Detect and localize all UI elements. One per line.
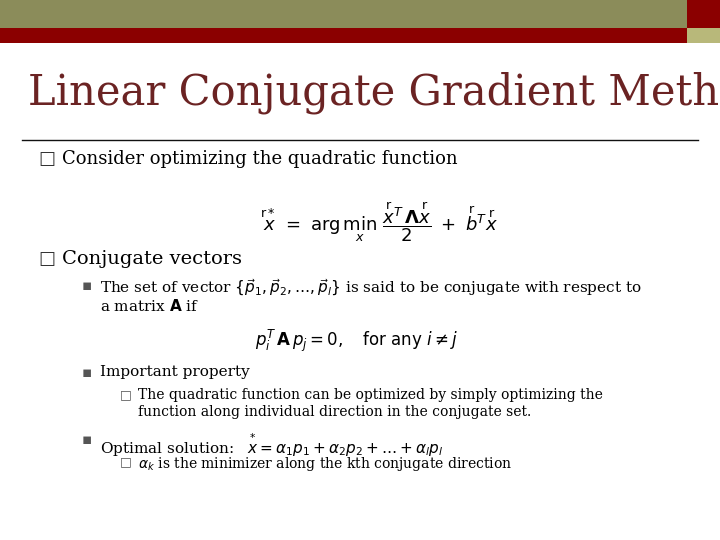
Text: a matrix $\mathbf{A}$ if: a matrix $\mathbf{A}$ if: [100, 298, 199, 314]
Text: $p_i^T\,\mathbf{A}\,p_j = 0,\quad\text{for any }i \neq j$: $p_i^T\,\mathbf{A}\,p_j = 0,\quad\text{f…: [255, 328, 458, 354]
Text: The set of vector $\{\vec{p}_1, \vec{p}_2, \ldots, \vec{p}_l\}$ is said to be co: The set of vector $\{\vec{p}_1, \vec{p}_…: [100, 278, 642, 299]
Text: □: □: [120, 388, 132, 401]
Text: ▪: ▪: [82, 365, 92, 380]
Bar: [0, 28, 687, 43]
Bar: [687, 0, 720, 28]
Text: □: □: [120, 455, 132, 468]
Text: □: □: [38, 250, 55, 268]
Text: function along individual direction in the conjugate set.: function along individual direction in t…: [138, 405, 531, 419]
Bar: [687, 28, 720, 43]
Text: ▪: ▪: [82, 432, 92, 447]
Text: Conjugate vectors: Conjugate vectors: [62, 250, 242, 268]
Text: Important property: Important property: [100, 365, 250, 379]
Text: Consider optimizing the quadratic function: Consider optimizing the quadratic functi…: [62, 150, 458, 168]
Bar: [0, 0, 687, 28]
Text: Linear Conjugate Gradient Method: Linear Conjugate Gradient Method: [28, 72, 720, 114]
Text: Optimal solution:   $\overset{*}{x} = \alpha_1 p_1 + \alpha_2 p_2 + \ldots + \al: Optimal solution: $\overset{*}{x} = \alp…: [100, 432, 444, 459]
Text: ▪: ▪: [82, 278, 92, 293]
Text: $\overset{\mathsf{r*}}{x}\ =\ \arg\min_{\underset{}{x}}\ \dfrac{\overset{\mathsf: $\overset{\mathsf{r*}}{x}\ =\ \arg\min_{…: [260, 200, 498, 242]
Text: The quadratic function can be optimized by simply optimizing the: The quadratic function can be optimized …: [138, 388, 603, 402]
Text: □: □: [38, 150, 55, 168]
Text: $\alpha_k$ is the minimizer along the kth conjugate direction: $\alpha_k$ is the minimizer along the kt…: [138, 455, 512, 473]
